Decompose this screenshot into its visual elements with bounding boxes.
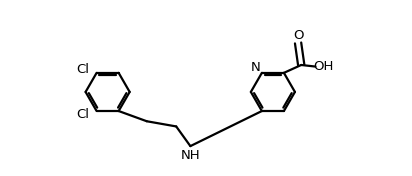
Text: OH: OH xyxy=(313,60,333,73)
Text: NH: NH xyxy=(180,149,200,162)
Text: Cl: Cl xyxy=(76,108,89,121)
Text: O: O xyxy=(293,29,303,42)
Text: N: N xyxy=(251,61,260,74)
Text: Cl: Cl xyxy=(76,63,89,76)
